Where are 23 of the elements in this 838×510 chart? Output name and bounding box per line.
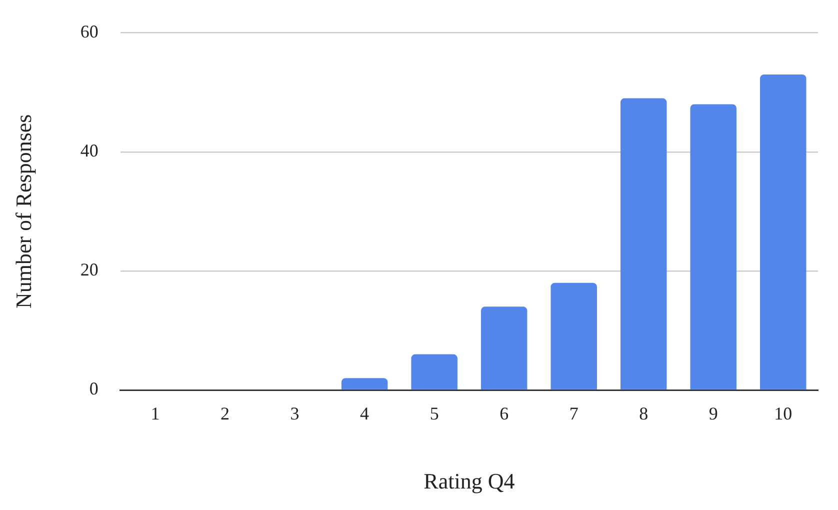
bar bbox=[411, 354, 458, 390]
bar bbox=[620, 98, 667, 390]
x-tick-label: 6 bbox=[500, 404, 509, 424]
x-tick-label: 3 bbox=[290, 404, 300, 424]
x-tick-label: 2 bbox=[220, 404, 230, 424]
x-tick-label: 9 bbox=[708, 404, 718, 424]
bar bbox=[480, 306, 528, 390]
bar bbox=[760, 74, 806, 390]
y-tick-label: 40 bbox=[80, 140, 98, 161]
y-axis-title: Number of Responses bbox=[10, 114, 36, 309]
bar bbox=[341, 378, 388, 390]
x-tick-label: 7 bbox=[569, 404, 578, 424]
x-tick-label: 10 bbox=[774, 404, 792, 424]
bar bbox=[550, 282, 597, 390]
x-axis-title: Rating Q4 bbox=[424, 468, 515, 494]
bar bbox=[690, 104, 736, 390]
y-tick-label: 60 bbox=[80, 22, 98, 42]
x-tick-label: 1 bbox=[150, 404, 160, 424]
y-tick-label: 0 bbox=[89, 378, 98, 399]
x-tick-label: 8 bbox=[639, 404, 648, 424]
x-tick-label: 5 bbox=[430, 404, 439, 424]
x-tick-label: 4 bbox=[360, 404, 370, 424]
y-tick-label: 20 bbox=[80, 260, 98, 280]
